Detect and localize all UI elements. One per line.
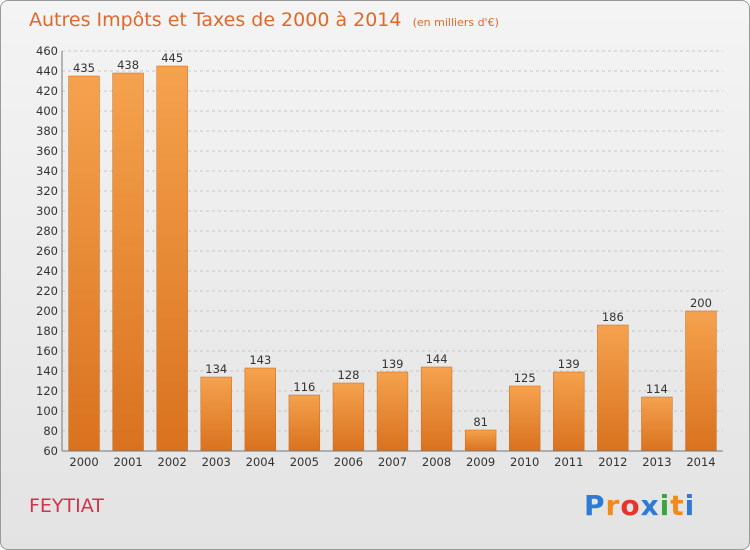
x-tick-label-2005: 2005 (290, 455, 319, 469)
bar-2014 (685, 310, 717, 452)
y-tick-label: 460 (36, 44, 58, 58)
bar-2009 (464, 429, 497, 452)
y-tick-label: 140 (36, 364, 58, 378)
x-tick-label-2004: 2004 (246, 455, 275, 469)
bar-2012 (597, 324, 629, 452)
y-tick-label: 220 (36, 284, 58, 298)
x-tick-label-2012: 2012 (598, 455, 627, 469)
y-tick-label: 120 (36, 384, 58, 398)
y-tick-label: 400 (36, 104, 58, 118)
bar-2006 (332, 382, 365, 452)
bar-2013 (641, 396, 673, 452)
logo-letter: x (640, 489, 660, 522)
y-tick-label: 80 (43, 424, 58, 438)
logo-letter: o (620, 489, 641, 522)
logo-letter: r (605, 489, 621, 522)
bar-2005 (288, 394, 321, 452)
data-label-2010: 125 (514, 371, 536, 385)
y-tick-label: 440 (36, 64, 58, 78)
chart-subtitle: (en milliers d'€) (412, 16, 499, 29)
data-label-2012: 186 (602, 310, 624, 324)
y-tick-label: 100 (36, 404, 58, 418)
bar-2001 (112, 72, 144, 452)
data-label-2000: 435 (73, 61, 95, 75)
data-label-2011: 139 (558, 357, 580, 371)
data-label-2003: 134 (205, 362, 227, 376)
bar-2010 (509, 385, 541, 452)
x-tick-label-2007: 2007 (378, 455, 407, 469)
data-label-2014: 200 (690, 296, 712, 310)
y-tick-label: 180 (36, 324, 58, 338)
y-tick-label: 260 (36, 244, 58, 258)
y-tick-label: 340 (36, 164, 58, 178)
commune-name: FEYTIAT (29, 495, 104, 517)
y-tick-label: 240 (36, 264, 58, 278)
x-tick-label-2011: 2011 (554, 455, 583, 469)
y-tick-label: 160 (36, 344, 58, 358)
x-tick-label-2006: 2006 (334, 455, 363, 469)
x-tick-label-2009: 2009 (466, 455, 495, 469)
bar-2004 (244, 367, 276, 452)
y-tick-label: 280 (36, 224, 58, 238)
axes: 60 80 100 120 140 160 180 200 220 240 260 280 300 320… (36, 44, 723, 469)
y-tick-label: 380 (36, 124, 58, 138)
proxiti-logo: Proxiti (584, 489, 695, 522)
bar-2007 (376, 371, 409, 452)
data-label-2005: 116 (293, 380, 315, 394)
x-tick-label-2003: 2003 (202, 455, 231, 469)
x-tick-label-2000: 2000 (69, 455, 98, 469)
data-label-2006: 128 (337, 368, 359, 382)
chart-title: Autres Impôts et Taxes de 2000 à 2014 (29, 9, 402, 31)
x-tick-label-2014: 2014 (686, 455, 715, 469)
bar-2003 (200, 376, 232, 452)
x-tick-label-2002: 2002 (158, 455, 187, 469)
data-label-2004: 143 (249, 353, 271, 367)
bar-2011 (553, 371, 585, 452)
y-tick-label: 60 (43, 444, 58, 458)
data-label-2009: 81 (473, 415, 488, 429)
data-label-2001: 438 (117, 58, 139, 72)
y-tick-label: 200 (36, 304, 58, 318)
data-label-2007: 139 (382, 357, 404, 371)
logo-letter: t (670, 489, 685, 522)
logo-letter: i (659, 489, 671, 522)
y-tick-label: 420 (36, 84, 58, 98)
x-tick-label-2010: 2010 (510, 455, 539, 469)
logo-letter: i (684, 489, 696, 522)
logo-letter: P (584, 489, 606, 522)
x-tick-label-2001: 2001 (113, 455, 142, 469)
title-block: Autres Impôts et Taxes de 2000 à 2014 (e… (29, 9, 499, 31)
bars (68, 65, 717, 452)
y-tick-label: 360 (36, 144, 58, 158)
bar-2008 (420, 366, 453, 452)
data-label-2002: 445 (161, 51, 183, 65)
data-label-2013: 114 (646, 382, 668, 396)
y-tick-label: 320 (36, 184, 58, 198)
x-tick-label-2008: 2008 (422, 455, 451, 469)
bar-2002 (156, 65, 188, 452)
x-tick-label-2013: 2013 (642, 455, 671, 469)
y-tick-label: 300 (36, 204, 58, 218)
bar-2000 (68, 75, 100, 452)
data-label-2008: 144 (426, 352, 448, 366)
